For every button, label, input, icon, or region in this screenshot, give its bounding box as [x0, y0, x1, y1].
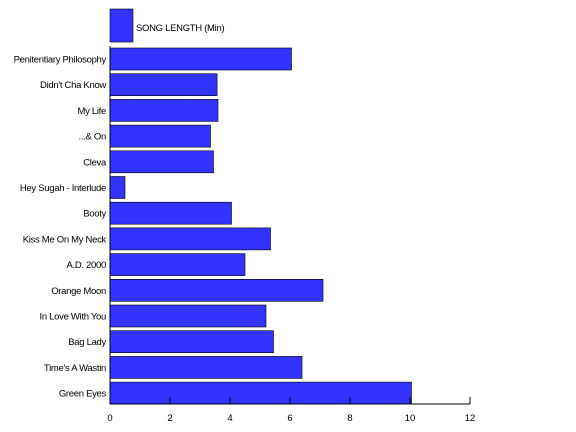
bar-7: [109, 227, 271, 251]
bar-1: [109, 73, 218, 96]
bar-5: [109, 176, 126, 199]
x-tick-label-3: 6: [287, 413, 292, 424]
legend-label: SONG LENGTH (Min): [136, 23, 224, 34]
category-label-4: Cleva: [83, 157, 107, 168]
bar-13: [109, 381, 412, 405]
bar-4: [109, 150, 214, 174]
bar-0: [109, 47, 292, 71]
x-tick-label-6: 12: [465, 413, 476, 424]
x-ticks: 0 2 4 6 8 10 12: [107, 397, 475, 424]
category-label-12: Time's A Wastin: [44, 363, 106, 374]
category-label-5: Hey Sugah - Interlude: [20, 183, 106, 194]
category-label-1: Didn't Cha Know: [40, 80, 106, 91]
bar-8: [109, 253, 246, 276]
bar-12: [109, 356, 303, 379]
bar-3: [109, 124, 211, 148]
category-label-11: Bag Lady: [68, 337, 106, 348]
x-tick-label-2: 4: [227, 413, 232, 424]
category-label-6: Booty: [83, 209, 106, 220]
x-tick-label-4: 8: [347, 413, 352, 424]
category-label-2: My Life: [77, 106, 106, 117]
x-tick-label-5: 10: [405, 413, 416, 424]
category-label-13: Green Eyes: [59, 389, 107, 400]
bar-10: [109, 304, 267, 328]
bar-11: [109, 330, 274, 354]
legend-swatch: [109, 8, 134, 43]
x-tick-label-0: 0: [107, 413, 112, 424]
x-tick-label-1: 2: [167, 413, 172, 424]
category-label-0: Penitentiary Philosophy: [14, 55, 107, 66]
category-label-10: In Love With You: [39, 312, 106, 323]
category-label-9: Orange Moon: [51, 286, 106, 297]
category-label-3: ...& On: [79, 132, 106, 143]
legend: SONG LENGTH (Min): [109, 8, 225, 43]
bar-6: [109, 201, 232, 225]
bars-group: [109, 47, 412, 405]
category-label-7: Kiss Me On My Neck: [23, 234, 107, 245]
category-labels: Penitentiary Philosophy Didn't Cha Know My…: [14, 55, 108, 400]
category-label-8: A.D. 2000: [66, 260, 106, 271]
bar-2: [109, 99, 219, 122]
bar-9: [109, 278, 324, 302]
